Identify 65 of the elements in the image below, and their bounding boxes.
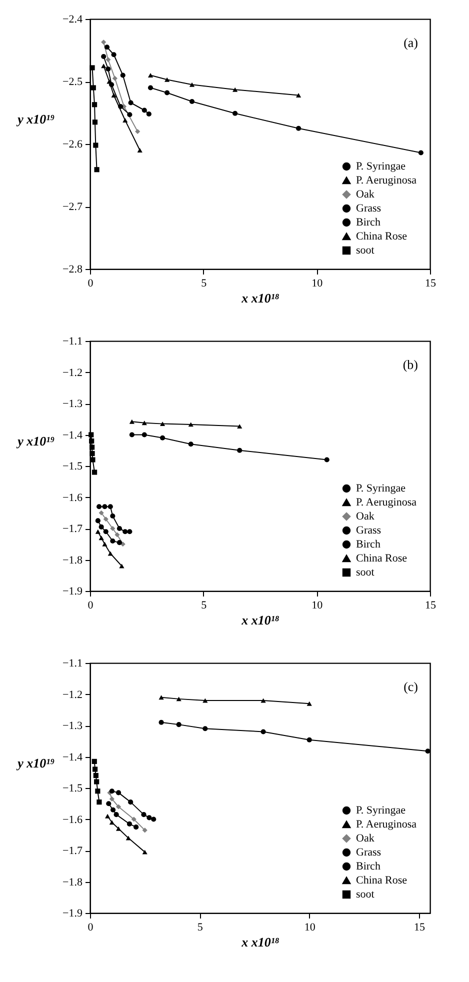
y-tick-label: −1.3 <box>62 720 83 732</box>
legend-label: P. Aeruginosa <box>356 818 417 830</box>
x-axis-title: x x10¹⁸ <box>240 934 280 950</box>
x-tick-label: 5 <box>201 278 208 290</box>
y-tick-label: −1.3 <box>62 398 83 410</box>
x-tick-label: 0 <box>88 922 94 934</box>
y-tick-label: −1.2 <box>62 366 82 379</box>
y-tick-label: −1.4 <box>62 751 83 764</box>
legend-label: Birch <box>356 860 381 872</box>
y-axis-title: y x10¹⁹ <box>16 112 55 126</box>
x-tick-label: 5 <box>197 922 204 934</box>
x-tick-label: 10 <box>312 278 324 290</box>
annotation: (b) <box>402 357 418 372</box>
legend-label: Grass <box>356 202 382 214</box>
y-tick-label: −1.7 <box>62 845 83 857</box>
legend-label: Grass <box>356 524 382 536</box>
legend-label: P. Aeruginosa <box>356 496 417 508</box>
y-tick-label: −2.5 <box>62 76 83 88</box>
legend-label: China Rose <box>356 552 408 564</box>
legend-label: soot <box>356 244 374 256</box>
legend-label: soot <box>356 888 374 900</box>
x-tick-label: 0 <box>88 278 94 290</box>
x-axis-title: x x10¹⁸ <box>240 290 280 306</box>
y-tick-label: −1.1 <box>62 336 82 348</box>
y-tick-label: −1.1 <box>62 658 82 670</box>
y-axis-title: y x10¹⁹ <box>16 756 55 770</box>
x-tick-label: 15 <box>425 278 436 290</box>
y-tick-label: −1.6 <box>62 814 83 826</box>
legend-label: Birch <box>356 216 381 228</box>
y-tick-label: −1.9 <box>62 908 83 920</box>
y-tick-label: −2.7 <box>62 201 83 213</box>
annotation: (a) <box>404 35 418 50</box>
y-tick-label: −1.7 <box>62 523 83 535</box>
x-tick-label: 15 <box>425 600 436 612</box>
legend-label: Birch <box>356 538 381 550</box>
legend-label: Oak <box>356 832 375 844</box>
y-tick-label: −1.8 <box>62 554 83 566</box>
legend-label: China Rose <box>356 874 408 886</box>
y-tick-label: −1.6 <box>62 492 83 504</box>
y-tick-label: −1.9 <box>62 586 83 598</box>
x-tick-label: 0 <box>88 600 94 612</box>
legend-label: P. Syringae <box>356 160 406 172</box>
legend-label: P. Syringae <box>356 482 406 494</box>
legend-label: Oak <box>356 188 375 200</box>
y-tick-label: −2.4 <box>62 14 83 26</box>
x-tick-label: 15 <box>414 922 426 934</box>
annotation: (c) <box>404 679 418 694</box>
legend-label: Oak <box>356 510 375 522</box>
legend-label: P. Aeruginosa <box>356 174 417 186</box>
y-tick-label: −1.5 <box>62 782 83 794</box>
x-tick-label: 10 <box>304 922 316 934</box>
y-tick-label: −2.8 <box>62 264 83 276</box>
y-tick-label: −1.8 <box>62 876 83 888</box>
x-tick-label: 10 <box>312 600 324 612</box>
y-tick-label: −2.6 <box>62 138 83 150</box>
y-tick-label: −1.2 <box>62 688 82 701</box>
legend-label: Grass <box>356 846 382 858</box>
legend-label: soot <box>356 566 374 578</box>
y-tick-label: −1.4 <box>62 429 83 442</box>
x-tick-label: 5 <box>201 600 208 612</box>
y-tick-label: −1.5 <box>62 460 83 472</box>
y-axis-title: y x10¹⁹ <box>16 434 55 448</box>
legend-label: China Rose <box>356 230 408 242</box>
x-axis-title: x x10¹⁸ <box>240 612 280 628</box>
legend-label: P. Syringae <box>356 804 406 816</box>
